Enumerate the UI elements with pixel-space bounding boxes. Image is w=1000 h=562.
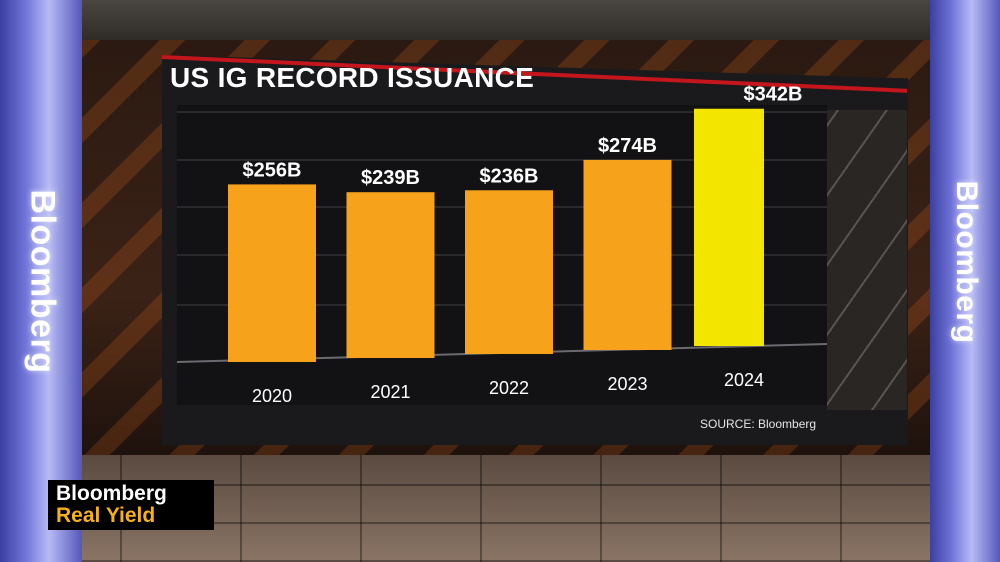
decorative-stripes xyxy=(827,110,907,410)
bar-2022 xyxy=(465,190,553,354)
bar-2021 xyxy=(346,192,435,358)
right-pillar xyxy=(930,0,1000,562)
show-logo-line1: Bloomberg xyxy=(56,482,167,505)
value-label-2020: $256B xyxy=(243,159,302,181)
show-logo: Bloomberg Real Yield xyxy=(48,480,214,530)
value-label-2024: $342B xyxy=(744,84,803,106)
chart-source: SOURCE: Bloomberg xyxy=(700,417,817,431)
bar-2024 xyxy=(694,108,764,346)
category-label-2020: 2020 xyxy=(252,386,292,406)
category-label-2024: 2024 xyxy=(724,370,764,390)
value-label-2022: $236B xyxy=(480,165,539,187)
value-label-2023: $274B xyxy=(598,135,657,157)
chart-title: US IG RECORD ISSUANCE xyxy=(170,62,535,93)
value-label-2021: $239B xyxy=(361,167,420,189)
category-label-2022: 2022 xyxy=(489,378,529,398)
show-logo-line2: Real Yield xyxy=(56,504,156,527)
category-label-2021: 2021 xyxy=(370,382,410,402)
bar-2020 xyxy=(228,184,316,362)
category-label-2023: 2023 xyxy=(607,374,647,394)
bar-2023 xyxy=(583,159,672,350)
left-pillar xyxy=(0,0,82,562)
